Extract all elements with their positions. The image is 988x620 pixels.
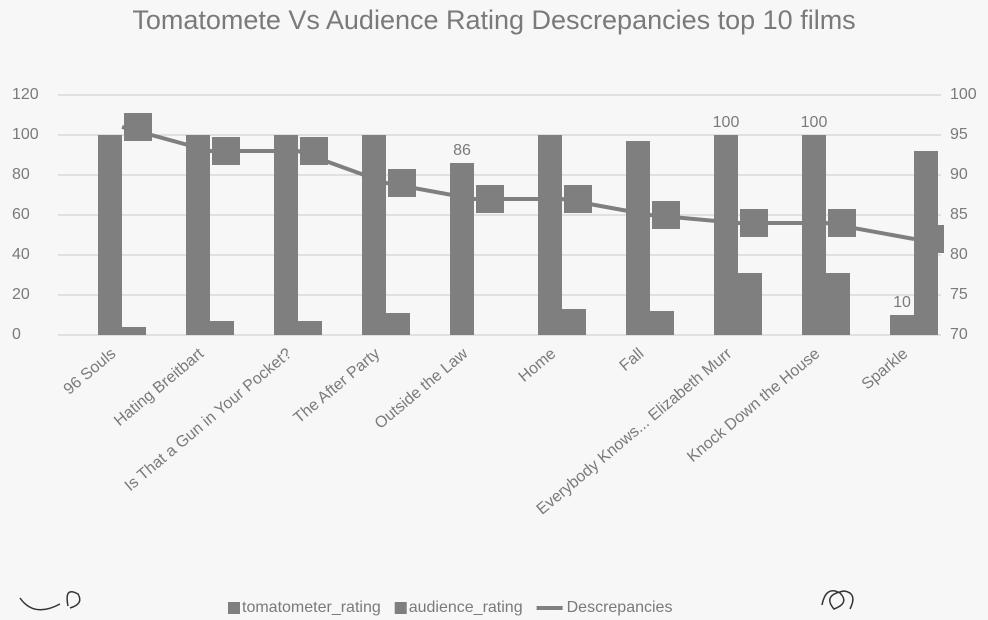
bar [890, 315, 914, 335]
data-label: 100 [713, 114, 740, 131]
bar [826, 273, 850, 335]
y-tick-label: 40 [12, 246, 30, 263]
legend-swatch [394, 602, 407, 614]
bar [714, 135, 738, 335]
decoration [19, 591, 81, 611]
bar [386, 313, 410, 335]
bar [122, 327, 146, 335]
y2-tick-label: 90 [950, 166, 968, 183]
line-marker [300, 137, 328, 165]
x-tick-label: Outside the Law [372, 345, 472, 433]
bar [210, 321, 234, 335]
bar [650, 311, 674, 335]
legend-label: tomatometer_rating [242, 599, 381, 616]
y2-tick-label: 100 [950, 86, 977, 103]
data-label: 10 [893, 294, 911, 311]
y-tick-label: 80 [12, 166, 30, 183]
bar [450, 163, 474, 335]
legend-label: Descrepancies [567, 599, 673, 616]
decoration [821, 590, 854, 610]
y2-tick-label: 70 [950, 326, 968, 343]
x-tick-label: Hating Breitbart [111, 345, 208, 430]
legend-label: audience_rating [409, 599, 523, 616]
line-marker [564, 185, 592, 213]
bar [562, 309, 586, 335]
y-tick-label: 0 [12, 326, 21, 343]
y2-tick-label: 95 [950, 126, 968, 143]
line-marker [828, 209, 856, 237]
y2-tick-label: 80 [950, 246, 968, 263]
bar [98, 135, 122, 335]
chart-title: Tomatomete Vs Audience Rating Descrepanc… [132, 5, 856, 35]
bar [738, 273, 762, 335]
line-marker [124, 113, 152, 141]
line-marker [740, 209, 768, 237]
line-marker [212, 137, 240, 165]
y2-tick-label: 75 [950, 286, 968, 303]
x-tick-label: Home [516, 345, 560, 386]
line-marker [388, 169, 416, 197]
y-tick-label: 20 [12, 286, 30, 303]
bar [802, 135, 826, 335]
x-tick-label: Fall [617, 345, 648, 375]
data-label: 86 [453, 142, 471, 159]
line [121, 125, 915, 241]
bar [626, 141, 650, 335]
bar [186, 135, 210, 335]
line-marker [476, 185, 504, 213]
y-tick-label: 120 [12, 86, 39, 103]
y-tick-label: 60 [12, 206, 30, 223]
bar [298, 321, 322, 335]
x-tick-label: The After Party [291, 345, 384, 427]
y2-tick-label: 85 [950, 206, 968, 223]
y-tick-label: 100 [12, 126, 39, 143]
x-tick-label: Sparkle [859, 345, 912, 393]
bar [274, 135, 298, 335]
x-tick-label: Everybody Knows... Elizabeth Murr [534, 345, 736, 519]
x-tick-label: 96 Souls [61, 345, 120, 398]
legend-swatch [228, 602, 240, 614]
bar [538, 135, 562, 335]
bar [362, 135, 386, 335]
x-tick-label: Is That a Gun in Your Pocket? [122, 345, 296, 495]
line-marker [916, 225, 944, 253]
data-label: 100 [801, 114, 828, 131]
line-marker [652, 201, 680, 229]
